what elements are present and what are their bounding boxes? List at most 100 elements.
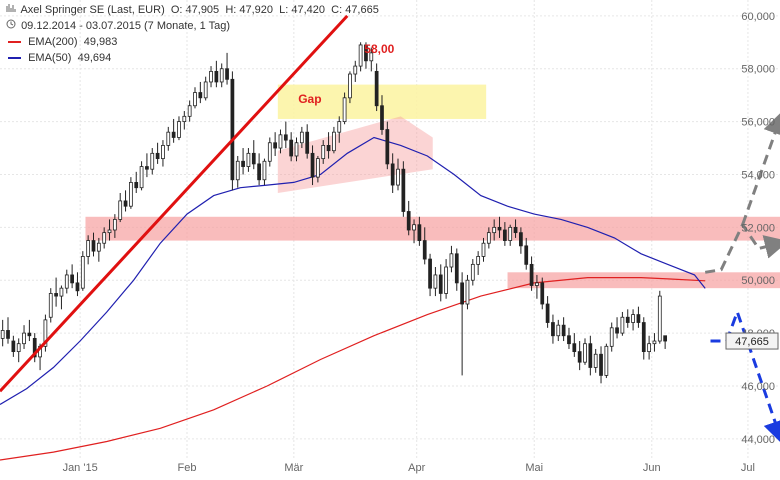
candle: [337, 116, 342, 143]
candle-body: [155, 152, 160, 160]
candle-body: [433, 274, 438, 289]
candle-body: [593, 353, 598, 368]
candle-body: [385, 129, 390, 165]
candle-body: [625, 316, 630, 323]
candle-body: [513, 226, 518, 234]
candle-body: [551, 322, 555, 337]
candle-body: [572, 343, 577, 353]
candle: [631, 309, 635, 331]
candle: [620, 311, 625, 336]
candle: [246, 148, 251, 172]
candle: [241, 148, 245, 175]
candle-body: [353, 65, 358, 75]
candle-body: [615, 327, 619, 334]
candle-body: [219, 68, 224, 83]
candle: [588, 335, 593, 376]
candle: [273, 132, 278, 156]
candle-body: [267, 142, 272, 162]
candle-body: [48, 293, 53, 318]
candle-body: [460, 282, 464, 305]
candle-body: [86, 240, 91, 257]
y-tick-label: 44,000: [741, 434, 775, 446]
candle: [75, 272, 80, 297]
candle: [593, 348, 598, 373]
candle: [251, 140, 256, 170]
candle: [561, 317, 566, 342]
y-tick-label: 52,000: [741, 222, 775, 234]
candle: [112, 214, 117, 238]
candle: [123, 190, 128, 212]
candle-body: [486, 232, 491, 244]
candle-body: [412, 224, 416, 231]
candle: [390, 153, 395, 193]
period-text: 09.12.2014 - 03.07.2015 (7 Monate, 1 Tag…: [21, 20, 231, 32]
candle: [70, 264, 74, 289]
candle-body: [326, 145, 331, 152]
candle-body: [75, 282, 80, 292]
candle-body: [150, 152, 155, 170]
candle-body: [364, 44, 368, 62]
y-tick-label: 56,000: [741, 117, 775, 129]
candle: [476, 251, 481, 275]
candle-body: [0, 330, 5, 339]
candle: [385, 121, 390, 170]
candle: [497, 216, 502, 238]
candle-body: [428, 258, 432, 289]
candle: [257, 153, 261, 186]
candle-body: [134, 182, 139, 189]
candle: [433, 267, 438, 297]
candle: [214, 60, 219, 88]
candle: [171, 118, 176, 143]
candle: [16, 338, 21, 363]
candle-body: [524, 245, 529, 265]
candle: [358, 42, 363, 72]
candle: [166, 126, 171, 151]
candle-body: [561, 324, 566, 337]
candle: [470, 259, 475, 286]
candle-body: [652, 340, 657, 345]
candle: [155, 142, 160, 164]
candle: [577, 341, 582, 371]
ema50-swatch: [8, 57, 21, 60]
candle: [353, 60, 358, 82]
candle-body: [406, 211, 411, 231]
candle-body: [214, 70, 219, 83]
candle-body: [182, 115, 187, 123]
candle: [486, 227, 491, 249]
candle-body: [641, 322, 646, 353]
candle: [535, 274, 539, 299]
candle: [209, 66, 213, 88]
candle: [508, 224, 513, 246]
candle: [364, 42, 368, 69]
trend-target-label: 58,00: [364, 42, 394, 56]
candle-body: [342, 97, 347, 123]
candle: [289, 132, 294, 162]
candle-body: [262, 160, 267, 181]
resistance-zone: [507, 272, 780, 289]
candle: [465, 274, 470, 310]
candle-body: [64, 274, 69, 289]
candle: [657, 290, 662, 344]
candle: [102, 227, 107, 249]
y-tick-label: 54,000: [741, 169, 775, 181]
ema50-value: 49,694: [77, 52, 112, 64]
candle: [524, 237, 529, 270]
candle-body: [166, 131, 171, 146]
ema200-swatch: [8, 41, 21, 44]
candle-body: [657, 295, 662, 342]
candle: [86, 235, 91, 265]
candle-body: [273, 142, 278, 149]
candle: [305, 124, 310, 159]
x-tick-label: Jun: [643, 462, 661, 474]
candle-body: [332, 131, 336, 152]
candle-body: [577, 351, 582, 363]
candle-body: [246, 152, 251, 167]
candle-body: [609, 327, 614, 347]
candle-body: [283, 134, 288, 141]
last-value-badge: 47,665: [725, 332, 779, 350]
candle-body: [604, 345, 609, 376]
candle-body: [257, 163, 261, 181]
instrument-title: Axel Springer SE (Last, EUR): [20, 4, 165, 16]
candle: [145, 153, 149, 178]
